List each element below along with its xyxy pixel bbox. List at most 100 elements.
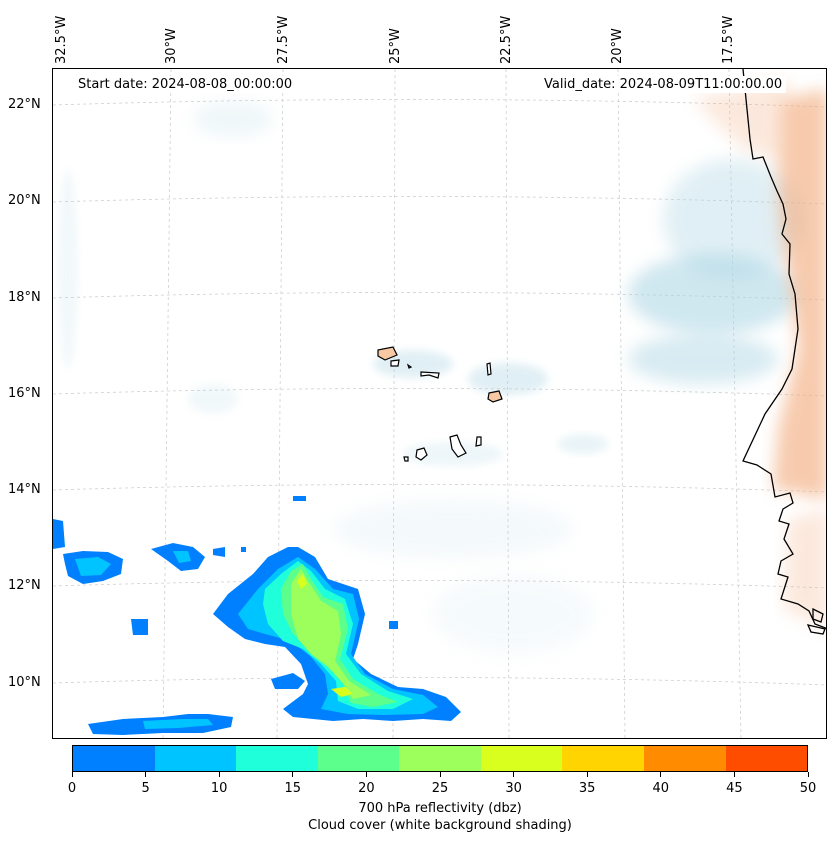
reflectivity-cell xyxy=(389,621,398,629)
island-brava xyxy=(403,456,409,462)
gridline-lat-16n xyxy=(53,388,826,397)
lat-label-16n: 16°N xyxy=(8,386,41,401)
island-santa-luzia xyxy=(406,363,413,369)
gridline-lat-20n xyxy=(53,196,826,205)
reflectivity-cell xyxy=(75,557,111,576)
colorbar-segment xyxy=(480,746,563,771)
island-boa-vista xyxy=(487,390,503,403)
coastline-islet xyxy=(806,624,826,635)
cloud-patch xyxy=(558,434,608,454)
lon-label-22-5w: 22.5°W xyxy=(499,15,514,64)
cloud-patch xyxy=(58,169,78,369)
colorbar-segment xyxy=(643,746,726,771)
colorbar-segment xyxy=(725,746,808,771)
island-maio xyxy=(475,436,482,447)
colorbar-subtitle: Cloud cover (white background shading) xyxy=(308,818,572,833)
colorbar-tick-mark xyxy=(71,772,73,777)
reflectivity-cell xyxy=(173,551,191,563)
gridline-lat-12n xyxy=(53,580,826,589)
cloud-patch xyxy=(403,442,503,466)
gridline-lon-30w xyxy=(162,69,172,738)
cape-verde-islands xyxy=(377,346,503,462)
colorbar-segment xyxy=(73,746,155,771)
island-sao-vicente xyxy=(390,359,400,367)
lon-label-17-5w: 17.5°W xyxy=(721,15,736,64)
cloud-patch xyxy=(433,574,593,654)
gridline-lat-22n xyxy=(53,99,826,108)
colorbar-tick-mark xyxy=(292,772,294,777)
cloud-patch xyxy=(188,384,238,414)
cloud-patch xyxy=(663,159,803,279)
lat-label-12n: 12°N xyxy=(8,578,41,593)
colorbar-tick-mark xyxy=(218,772,220,777)
coastline-islet xyxy=(812,607,824,623)
colorbar-tick-mark xyxy=(365,772,367,777)
colorbar-tick-label: 40 xyxy=(652,781,670,796)
colorbar-tick-mark xyxy=(513,772,515,777)
colorbar-segment xyxy=(399,746,481,771)
colorbar-tick-mark xyxy=(439,772,441,777)
reflectivity-cell xyxy=(131,619,148,635)
colorbar-tick-label: 10 xyxy=(210,781,228,796)
cloud-patch xyxy=(333,499,573,559)
colorbar-tick-mark xyxy=(807,772,809,777)
island-fogo xyxy=(415,447,428,461)
lat-label-10n: 10°N xyxy=(8,675,41,690)
island-sal xyxy=(486,362,492,376)
cloud-cover-shading xyxy=(58,101,803,654)
land-heat-region xyxy=(783,509,826,629)
reflectivity-cell xyxy=(53,519,65,549)
colorbar-tick-mark xyxy=(586,772,588,777)
colorbar xyxy=(72,745,808,772)
gridline-lon-25w xyxy=(392,69,396,738)
colorbar-tick-label: 25 xyxy=(431,781,449,796)
lon-label-32-5w: 32.5°W xyxy=(54,15,69,64)
colorbar-tick-label: 45 xyxy=(726,781,743,796)
colorbar-segment xyxy=(154,746,237,771)
reflectivity-25-30 xyxy=(297,574,353,697)
gridline-lat-14n xyxy=(53,484,826,493)
colorbar-segment xyxy=(236,746,318,771)
cloud-patch xyxy=(193,101,273,137)
colorbar-tick-label: 50 xyxy=(799,781,817,796)
colorbar-segment xyxy=(317,746,400,771)
map-panel xyxy=(52,68,827,739)
lat-label-22n: 22°N xyxy=(8,97,41,112)
colorbar-tick-label: 0 xyxy=(67,781,77,796)
colorbar-tick-label: 15 xyxy=(284,781,302,796)
gridline-lon-20w xyxy=(617,69,626,738)
lon-label-30w: 30°W xyxy=(164,28,179,64)
map-canvas xyxy=(53,69,826,738)
lon-label-27-5w: 27.5°W xyxy=(276,15,291,64)
lon-label-20w: 20°W xyxy=(610,28,625,64)
island-santo-antao xyxy=(377,346,398,361)
colorbar-tick-label: 20 xyxy=(358,781,375,796)
colorbar-tick-label: 30 xyxy=(505,781,522,796)
cloud-patch xyxy=(468,363,548,395)
colorbar-tick-mark xyxy=(660,772,662,777)
colorbar-tick-label: 5 xyxy=(141,781,150,796)
land-heat-region xyxy=(693,79,788,159)
land-heat-region xyxy=(773,89,826,499)
lat-label-14n: 14°N xyxy=(8,482,41,497)
reflectivity-cell xyxy=(297,574,307,589)
reflectivity-cell xyxy=(143,719,213,729)
colorbar-tick-mark xyxy=(733,772,735,777)
start-date-label: Start date: 2024-08-08_00:00:00 xyxy=(74,76,297,93)
reflectivity-cell xyxy=(271,673,305,689)
cloud-patch xyxy=(628,334,778,384)
colorbar-segment xyxy=(562,746,644,771)
reflectivity-cell xyxy=(293,496,306,501)
gridline-lat-10n xyxy=(53,677,826,686)
coastline-mainland xyxy=(742,69,826,629)
gridline-lon-17-5w xyxy=(728,69,742,738)
colorbar-tick-label: 35 xyxy=(578,781,596,796)
colorbar-tick-mark xyxy=(145,772,147,777)
colorbar-title: 700 hPa reflectivity (dbz) xyxy=(358,801,522,816)
reflectivity-cell xyxy=(331,687,353,697)
gridline-lat-18n xyxy=(53,292,826,301)
reflectivity-cell xyxy=(241,547,246,552)
lat-label-18n: 18°N xyxy=(8,290,41,305)
valid-date-label: Valid_date: 2024-08-09T11:00:00.00 xyxy=(540,76,787,93)
reflectivity-20-25 xyxy=(291,569,371,699)
